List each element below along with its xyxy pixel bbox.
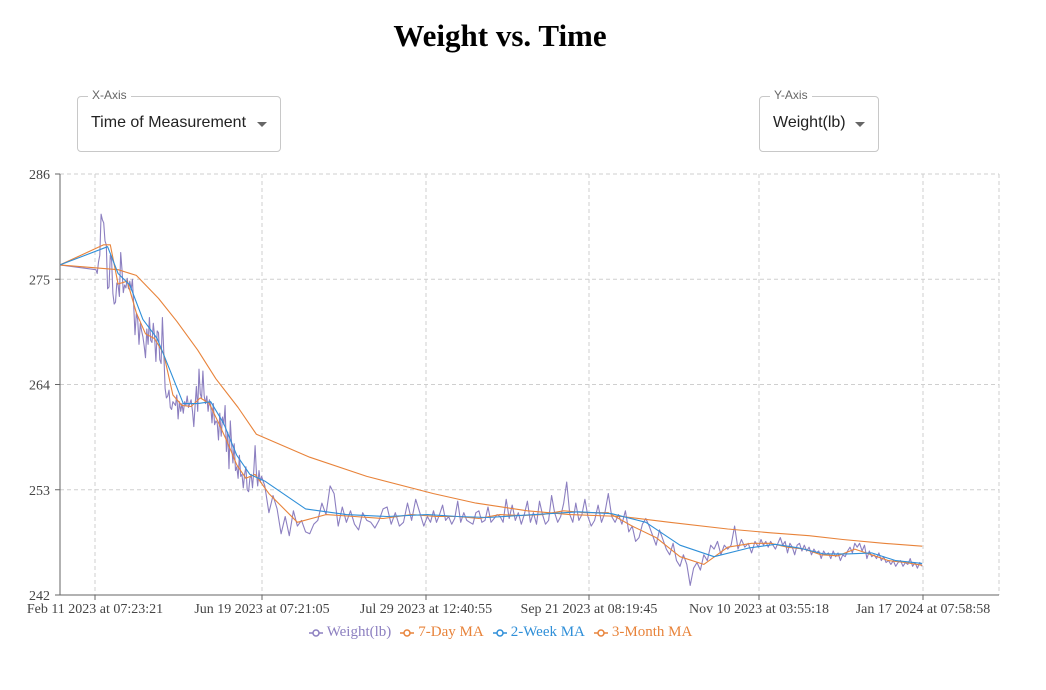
y-axis-select[interactable]: Y-Axis Weight(lb)	[759, 88, 879, 152]
y-tick-label: 264	[29, 379, 50, 394]
legend-label: Weight(lb)	[326, 624, 392, 640]
x-tick-label: Sep 21 2023 at 08:19:45	[521, 602, 658, 617]
x-axis-select-label: X-Axis	[88, 88, 131, 102]
x-axis-select-value: Time of Measurement	[91, 114, 247, 131]
x-tick-label: Jan 17 2024 at 07:58:58	[856, 602, 991, 617]
series-line-3-month-ma	[59, 264, 923, 547]
chart-title: Weight vs. Time	[393, 18, 607, 53]
y-tick-label: 253	[29, 484, 50, 499]
chevron-down-icon	[257, 122, 267, 127]
legend-label: 7-Day MA	[418, 624, 484, 640]
weight-line-chart: 242 253 264 275 286 Feb 11 2023 at 07:23:21 Ju…	[27, 168, 1000, 617]
legend-marker-icon	[400, 628, 415, 637]
legend-item[interactable]: 7-Day MA	[399, 624, 484, 641]
y-axis-select-value: Weight(lb)	[773, 114, 846, 131]
legend-marker-icon	[593, 628, 608, 637]
series-line-7-day-ma	[59, 244, 923, 566]
legend-item[interactable]: 2-Week MA	[492, 624, 585, 641]
series-line-2-week-ma	[59, 246, 923, 564]
legend-marker-icon	[492, 628, 507, 637]
x-tick-label: Jul 29 2023 at 12:40:55	[360, 602, 492, 617]
x-tick-label: Feb 11 2023 at 07:23:21	[27, 602, 163, 617]
y-tick-label: 286	[29, 168, 50, 183]
series-line-weight-lb	[59, 213, 923, 586]
x-tick-label: Jun 19 2023 at 07:21:05	[194, 602, 329, 617]
x-tick-label: Nov 10 2023 at 03:55:18	[689, 602, 829, 617]
chart-legend: Weight(lb) 7-Day MA 2-Week MA 3-Month MA	[0, 624, 1000, 641]
legend-label: 3-Month MA	[611, 624, 693, 640]
legend-marker-icon	[308, 628, 323, 637]
y-tick-label: 275	[29, 273, 50, 288]
chevron-down-icon	[855, 122, 865, 127]
legend-item[interactable]: Weight(lb)	[308, 624, 392, 641]
x-axis-select[interactable]: X-Axis Time of Measurement	[77, 88, 281, 152]
y-tick-label: 242	[29, 589, 50, 604]
y-axis-select-label: Y-Axis	[770, 88, 812, 102]
legend-item[interactable]: 3-Month MA	[593, 624, 692, 641]
legend-label: 2-Week MA	[510, 624, 585, 640]
